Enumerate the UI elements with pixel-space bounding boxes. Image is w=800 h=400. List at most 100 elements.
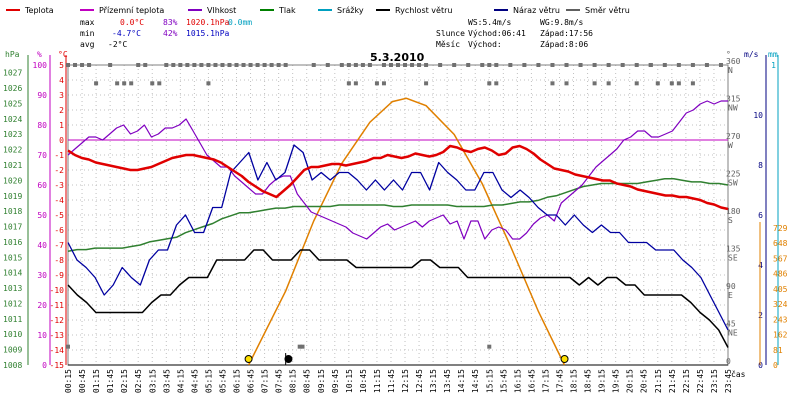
wind-speed-line	[67, 249, 729, 348]
wind-tick-label: 8	[758, 161, 763, 170]
wind-direction-dot	[494, 63, 499, 67]
wind-direction-dot	[300, 344, 305, 349]
wind-direction-dot	[87, 63, 92, 67]
temperature-tick-label: -4	[54, 196, 64, 205]
humidity-tick-label: 0	[42, 361, 47, 370]
wind-direction-dot	[157, 81, 162, 86]
solar-tick-label: 729	[773, 224, 788, 233]
solar-tick-label: 243	[773, 315, 788, 324]
x-tick-label: 09:15	[317, 369, 326, 393]
temperature-tick-label: 5	[59, 61, 64, 70]
pressure-tick-label: 1022	[3, 146, 22, 155]
wind-direction-dot	[669, 81, 674, 86]
wind-direction-dot	[80, 63, 85, 67]
x-tick-label: 08:15	[289, 369, 298, 393]
x-tick-label: 13:15	[429, 369, 438, 393]
wind-direction-dot	[620, 63, 625, 67]
info-moon-label: Měsíc	[436, 40, 460, 49]
direction-tick-degree: 90	[726, 282, 736, 291]
temperature-tick-label: -6	[54, 226, 64, 235]
wind-direction-dot	[494, 81, 499, 86]
wind-direction-dot	[718, 63, 723, 67]
x-tick-label: 00:15	[64, 369, 73, 393]
wind-direction-dot	[108, 63, 113, 67]
direction-tick-degree: 360	[726, 57, 741, 66]
wind-direction-dot	[634, 63, 639, 67]
wind-direction-dot	[367, 63, 372, 67]
wind-direction-dot	[487, 63, 492, 67]
x-tick-label: 22:45	[696, 369, 705, 393]
temperature-tick-label: -8	[54, 256, 64, 265]
wind-direction-dot	[346, 81, 351, 86]
wind-direction-dot	[66, 344, 70, 349]
solar-tick-label: 405	[773, 285, 788, 294]
wind-tick-label: 6	[758, 211, 763, 220]
axes: hPa% °C1027102610251024102310221021102010…	[3, 50, 788, 393]
humidity-line	[67, 100, 728, 240]
wind-direction-dot	[199, 63, 204, 67]
stats-max-hum: 83%	[163, 18, 178, 27]
x-tick-label: 22:15	[682, 369, 691, 393]
wind-direction-dot	[171, 63, 176, 67]
stats-min-hum: 42%	[163, 29, 178, 38]
wind-tick-label: 4	[758, 261, 763, 270]
wind-direction-dot	[381, 63, 386, 67]
direction-tick-compass: E	[728, 291, 733, 300]
direction-tick-degree: 135	[726, 245, 741, 254]
x-tick-label: 01:15	[92, 369, 101, 393]
humidity-tick-label: 20	[37, 301, 47, 310]
temperature-tick-label: 0	[59, 136, 64, 145]
x-tick-label: 21:45	[668, 369, 677, 393]
wind-direction-dot	[248, 63, 253, 67]
temperature-tick-label: -13	[50, 331, 65, 340]
humidity-tick-label: 80	[37, 121, 47, 130]
info-panel: WS:5.4m/s WG:9.8m/s Slunce Východ:06:41 …	[436, 18, 593, 49]
info-sun-set: Západ:17:56	[540, 29, 593, 38]
x-tick-label: 19:45	[612, 369, 621, 393]
stats-min-temp: -4.7°C	[112, 29, 141, 38]
wind-direction-dot	[185, 63, 190, 67]
x-tick-label: 01:45	[106, 369, 115, 393]
moon-marker	[284, 355, 293, 363]
wind-direction-dot	[115, 81, 120, 86]
stats-max-rain: 0.0mm	[228, 18, 252, 27]
wind-direction-dot	[297, 344, 302, 349]
wind-direction-dot	[255, 63, 260, 67]
temperature-tick-label: 1	[59, 121, 64, 130]
wind-direction-dot	[410, 63, 415, 67]
wind-direction-dot	[417, 63, 422, 67]
x-tick-label: 06:15	[233, 369, 242, 393]
wind-direction-dot	[339, 63, 344, 67]
wind-direction-dot	[564, 63, 569, 67]
pressure-tick-label: 1021	[3, 161, 22, 170]
wind-direction-dot	[360, 63, 365, 67]
sun-marker	[244, 355, 253, 363]
direction-tick-degree: 270	[726, 132, 741, 141]
wind-direction-dot	[262, 63, 267, 67]
temperature-tick-label: -1	[54, 151, 64, 160]
x-tick-label: 11:45	[387, 369, 396, 393]
wind-tick-label: 10	[753, 111, 763, 120]
pressure-tick-label: 1020	[3, 176, 22, 185]
x-tick-label: 20:45	[640, 369, 649, 393]
direction-axis-unit: °	[726, 50, 731, 59]
wind-direction-dot	[66, 63, 70, 67]
solar-tick-label: 162	[773, 331, 788, 340]
wind-direction-dot	[403, 63, 408, 67]
wind-direction-dot	[374, 81, 379, 86]
x-tick-label: 04:15	[176, 369, 185, 393]
x-tick-label: 14:45	[471, 369, 480, 393]
stats-avg-label: avg	[80, 40, 95, 49]
x-tick-label: 18:45	[584, 369, 593, 393]
wind-direction-dot	[178, 63, 183, 67]
wind-direction-dot	[480, 63, 485, 67]
temperature-tick-label: -10	[50, 286, 65, 295]
x-tick-label: 15:45	[499, 369, 508, 393]
stats-max-press: 1020.1hPa	[186, 18, 230, 27]
pressure-tick-label: 1014	[3, 269, 22, 278]
humidity-tick-label: 30	[37, 271, 47, 280]
wind-direction-dot	[487, 81, 492, 86]
wind-direction-dot	[676, 81, 681, 86]
wind-direction-dot	[424, 63, 429, 67]
